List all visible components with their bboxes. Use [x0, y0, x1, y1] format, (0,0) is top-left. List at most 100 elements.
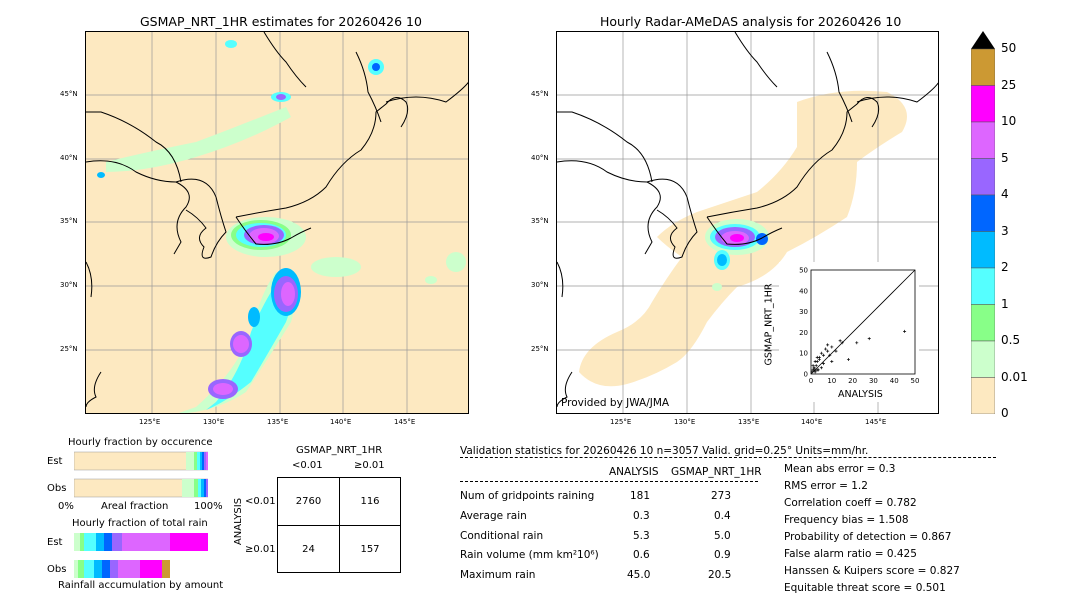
occ-obs-seg	[201, 479, 204, 497]
scatter-plot: 00 10 10 20 20 30 30 40 40 50 50	[799, 267, 919, 386]
left-map-title: GSMAP_NRT_1HR estimates for 20260426 10	[140, 14, 422, 29]
left-lon-135: 135°E	[267, 418, 289, 426]
left-lat-30: 30°N	[60, 281, 78, 289]
scatter-xlabel: ANALYSIS	[838, 389, 883, 400]
colorbar-segment	[971, 121, 995, 159]
occ-est-seg	[200, 452, 202, 470]
scatter-xtick: 30	[869, 377, 878, 385]
scatter-point	[830, 360, 834, 364]
fraction-total-est-label: Est	[47, 537, 63, 548]
fraction-total-obs-label: Obs	[47, 564, 67, 575]
colorbar-segment	[971, 231, 995, 269]
total-obs-seg	[140, 560, 162, 578]
scatter-xtick: 50	[911, 377, 919, 385]
right-lat-30: 30°N	[531, 281, 549, 289]
scatter-point	[830, 345, 834, 349]
colorbar-label: 50	[1001, 41, 1017, 55]
scatter-xtick: 40	[890, 377, 899, 385]
occ-est-seg	[186, 452, 194, 470]
contingency-cell: 157	[360, 544, 380, 555]
total-est-seg	[104, 533, 112, 551]
scatter-point	[838, 339, 842, 343]
scatter-point	[819, 366, 823, 370]
contingency-grid: 2760 116 24 157	[277, 477, 401, 573]
occ-obs-bar	[74, 478, 208, 498]
occ-obs-seg	[198, 479, 201, 497]
colorbar-segment	[971, 304, 995, 342]
score-line: Hanssen & Kuipers score = 0.827	[784, 565, 960, 577]
map-credit: Provided by JWA/JMA	[561, 397, 670, 409]
right-lat-40: 40°N	[531, 154, 549, 162]
colorbar-label: 10	[1001, 114, 1017, 128]
scatter-point	[826, 343, 830, 347]
score-line: Mean abs error = 0.3	[784, 463, 896, 475]
contingency-col2: ≥0.01	[354, 460, 385, 471]
colorbar-graphic	[971, 31, 995, 414]
scatter-xtick: 0	[809, 377, 813, 385]
scatter-point	[824, 347, 828, 351]
colorbar-segment	[971, 194, 995, 232]
total-obs-seg	[78, 560, 84, 578]
colorbar-label: 2	[1001, 260, 1009, 274]
validation-header: Validation statistics for 20260426 10 n=…	[460, 445, 869, 457]
left-map-graphic	[86, 32, 468, 413]
total-est-seg	[80, 533, 84, 551]
scatter-point	[828, 353, 832, 357]
colorbar-label: 25	[1001, 77, 1017, 92]
validation-row-label: Conditional rain	[460, 530, 544, 542]
occ-est-seg	[206, 452, 208, 470]
right-map-rain	[705, 219, 769, 291]
right-lon-130: 130°E	[674, 418, 696, 426]
total-obs-seg	[118, 560, 140, 578]
contingency-cell: 24	[302, 544, 315, 555]
fraction-total-chart	[74, 531, 208, 579]
right-lat-35: 35°N	[531, 217, 549, 225]
colorbar	[971, 31, 995, 414]
score-line: False alarm ratio = 0.425	[784, 548, 917, 560]
scatter-xtick: 10	[827, 377, 836, 385]
scatter-ylabel: GSMAP_NRT_1HR	[763, 283, 775, 366]
occ-obs-seg	[194, 479, 198, 497]
fraction-occ-est-label: Est	[47, 456, 63, 467]
colorbar-label: 5	[1001, 150, 1009, 165]
scatter-point	[813, 370, 817, 374]
fraction-occ-chart	[74, 450, 208, 498]
contingency-side: ANALYSIS	[233, 497, 245, 546]
validation-row-label: Num of gridpoints raining	[460, 490, 595, 502]
score-line: RMS error = 1.2	[784, 480, 868, 492]
validation-row-analysis: 0.3	[633, 510, 650, 522]
contingency-cell: 116	[360, 496, 380, 507]
colorbar-segment	[971, 340, 995, 378]
scatter-point	[903, 329, 907, 333]
right-lon-145: 145°E	[865, 418, 887, 426]
scatter-point	[819, 351, 823, 355]
total-obs-seg	[74, 560, 78, 578]
validation-row-label: Average rain	[460, 510, 527, 522]
scatter-ytick: 40	[799, 287, 808, 295]
right-lon-135: 135°E	[738, 418, 760, 426]
occ-est-bar	[74, 451, 208, 471]
colorbar-label: 0	[1001, 406, 1009, 420]
total-obs-seg	[102, 560, 110, 578]
fraction-occ-axis-left: 0%	[58, 501, 74, 512]
scatter-ytick: 30	[799, 308, 808, 316]
scatter-point	[817, 357, 821, 361]
colorbar-label: 3	[1001, 223, 1009, 238]
validation-col-gsmap: GSMAP_NRT_1HR	[671, 466, 762, 478]
colorbar-segments	[971, 48, 995, 414]
scatter-point	[814, 364, 818, 368]
left-lat-40: 40°N	[60, 154, 78, 162]
validation-row-gsmap: 5.0	[714, 530, 731, 542]
fraction-occ-axis-right: 100%	[194, 501, 223, 512]
colorbar-label: 4	[1001, 187, 1009, 201]
total-est-seg	[96, 533, 104, 551]
left-map-rain	[97, 40, 466, 413]
right-map-graphic	[557, 32, 938, 413]
left-lon-125: 125°E	[139, 418, 161, 426]
right-lat-25: 25°N	[531, 345, 549, 353]
total-est-seg	[112, 533, 122, 551]
score-line: Probability of detection = 0.867	[784, 531, 952, 543]
total-obs-seg	[162, 560, 170, 578]
scatter-ytick: 20	[799, 329, 808, 337]
validation-row-label: Rain volume (mm km²10⁶)	[460, 549, 599, 561]
